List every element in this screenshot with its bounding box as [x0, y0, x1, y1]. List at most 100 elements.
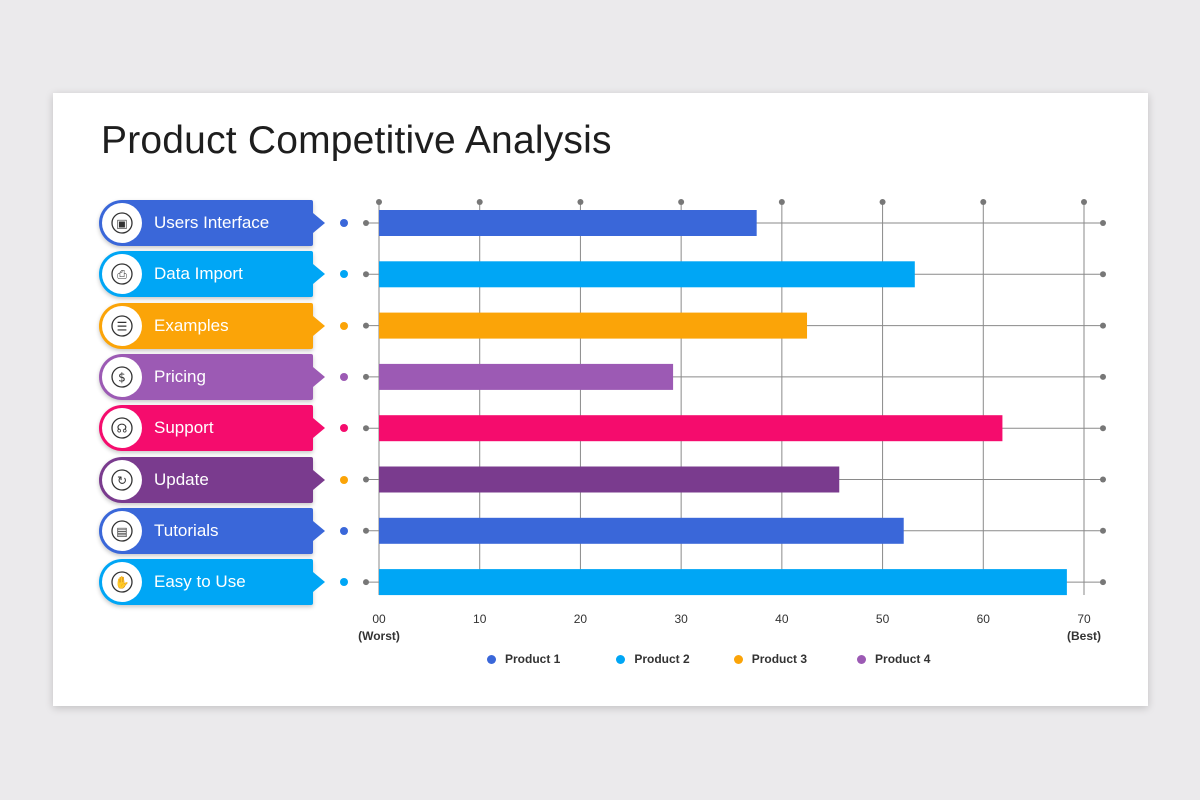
- grid-top-dot: [879, 199, 886, 205]
- grid-top-dot: [678, 199, 685, 205]
- row-end-dot: [1100, 373, 1106, 380]
- legend-dot: [487, 654, 496, 664]
- svg-text:▣: ▣: [116, 217, 127, 231]
- label-pointer: [313, 366, 325, 387]
- category-dot: [340, 526, 348, 535]
- grid-top-dot: [1081, 199, 1087, 205]
- row-end-dot: [1100, 220, 1106, 226]
- row-end-dot: [1100, 527, 1106, 534]
- legend-label: Product 3: [751, 652, 808, 666]
- category-label: ▣ Users Interface: [99, 200, 325, 246]
- row-start-dot: [363, 271, 369, 278]
- label-pointer: [313, 315, 325, 336]
- row-start-dot: [363, 322, 369, 329]
- x-tick-label: 70: [1077, 612, 1091, 626]
- x-tick-label: 50: [876, 612, 890, 626]
- label-pointer: [313, 572, 325, 593]
- legend-item: Product 4: [857, 652, 930, 666]
- svg-text:☊: ☊: [117, 422, 128, 436]
- label-pointer: [313, 213, 325, 233]
- bar: [379, 261, 915, 288]
- row-end-dot: [1100, 476, 1106, 483]
- row-end-dot: [1100, 322, 1106, 329]
- bar: [379, 363, 674, 390]
- x-min-sublabel: (Worst): [358, 629, 400, 643]
- row-start-dot: [363, 373, 369, 380]
- tutorials-icon: ▤: [102, 510, 142, 551]
- category-label-text: Examples: [154, 315, 229, 335]
- row-start-dot: [363, 220, 369, 226]
- legend-item: Product 3: [733, 652, 808, 666]
- legend-dot: [857, 654, 867, 664]
- category-dot: [340, 372, 348, 381]
- row-start-dot: [363, 476, 369, 483]
- row-end-dot: [1100, 271, 1106, 278]
- examples-icon: ☰: [102, 305, 142, 346]
- category-dot: [340, 321, 348, 330]
- row-start-dot: [363, 425, 369, 432]
- legend-item: Product 1: [487, 652, 560, 666]
- category-label-text: Easy to Use: [154, 572, 246, 592]
- bar: [379, 415, 1003, 442]
- bar: [379, 312, 808, 339]
- category-label: ▤ Tutorials: [99, 507, 325, 554]
- category-dot: [340, 475, 348, 484]
- category-label: ☰ Examples: [99, 302, 325, 349]
- row-start-dot: [363, 527, 369, 534]
- row-end-dot: [1100, 425, 1106, 432]
- category-label: ✋ Easy to Use: [99, 559, 325, 606]
- svg-text:⎙: ⎙: [117, 268, 127, 282]
- grid-top-dot: [778, 199, 785, 205]
- category-dot: [340, 219, 348, 227]
- legend-label: Product 4: [875, 652, 931, 666]
- x-tick-label: 10: [473, 612, 487, 626]
- legend-item: Product 2: [616, 652, 690, 666]
- page-title: Product Competitive Analysis: [101, 119, 612, 162]
- grid-top-dot: [376, 199, 382, 205]
- svg-text:▤: ▤: [116, 524, 127, 538]
- svg-text:↻: ↻: [117, 473, 127, 487]
- interface-icon: ▣: [102, 203, 142, 243]
- category-label-text: Pricing: [154, 366, 206, 386]
- legend: Product 1 Product 2 Product 3 Product 4: [487, 652, 930, 666]
- category-dot: [340, 270, 348, 279]
- bar: [379, 569, 1067, 596]
- category-label: ⎙ Data Import: [99, 251, 325, 298]
- category-label: ☊ Support: [99, 405, 325, 452]
- legend-dot: [733, 654, 743, 664]
- grid-top-dot: [980, 199, 987, 205]
- category-label-text: Data Import: [154, 264, 243, 284]
- slide: Product Competitive Analysis 00 10 20 30 40 5…: [53, 93, 1148, 706]
- category-label-text: Tutorials: [154, 520, 219, 540]
- category-label-text: Update: [154, 469, 209, 489]
- x-max-sublabel: (Best): [1067, 629, 1101, 643]
- category-dot: [340, 424, 348, 433]
- svg-text:✋: ✋: [115, 576, 130, 590]
- category-label: $ Pricing: [99, 353, 325, 400]
- category-dot: [340, 578, 348, 587]
- legend-dot: [616, 654, 626, 664]
- x-tick-label: 60: [977, 612, 991, 626]
- category-label: ↻ Update: [99, 456, 325, 503]
- x-tick-label: 20: [574, 612, 588, 626]
- x-tick-label: 30: [674, 612, 688, 626]
- category-label-text: Users Interface: [154, 213, 270, 232]
- pricing-icon: $: [102, 356, 142, 397]
- legend-label: Product 1: [505, 652, 561, 666]
- bar: [379, 517, 904, 544]
- bar: [379, 210, 757, 236]
- category-label-text: Support: [154, 418, 214, 438]
- svg-text:☰: ☰: [117, 319, 128, 333]
- row-end-dot: [1100, 579, 1106, 586]
- label-pointer: [313, 418, 325, 439]
- bar: [379, 466, 840, 493]
- bar-chart: 00 10 20 30 40 50 60 70 (Worst) (Best): [358, 199, 1106, 643]
- label-pointer: [313, 520, 325, 541]
- data-import-icon: ⎙: [102, 254, 142, 295]
- label-pointer: [313, 469, 325, 490]
- svg-text:$: $: [118, 370, 126, 384]
- update-icon: ↻: [102, 459, 142, 500]
- x-tick-label: 40: [775, 612, 789, 626]
- support-icon: ☊: [102, 408, 142, 449]
- x-tick-label: 00: [372, 612, 386, 626]
